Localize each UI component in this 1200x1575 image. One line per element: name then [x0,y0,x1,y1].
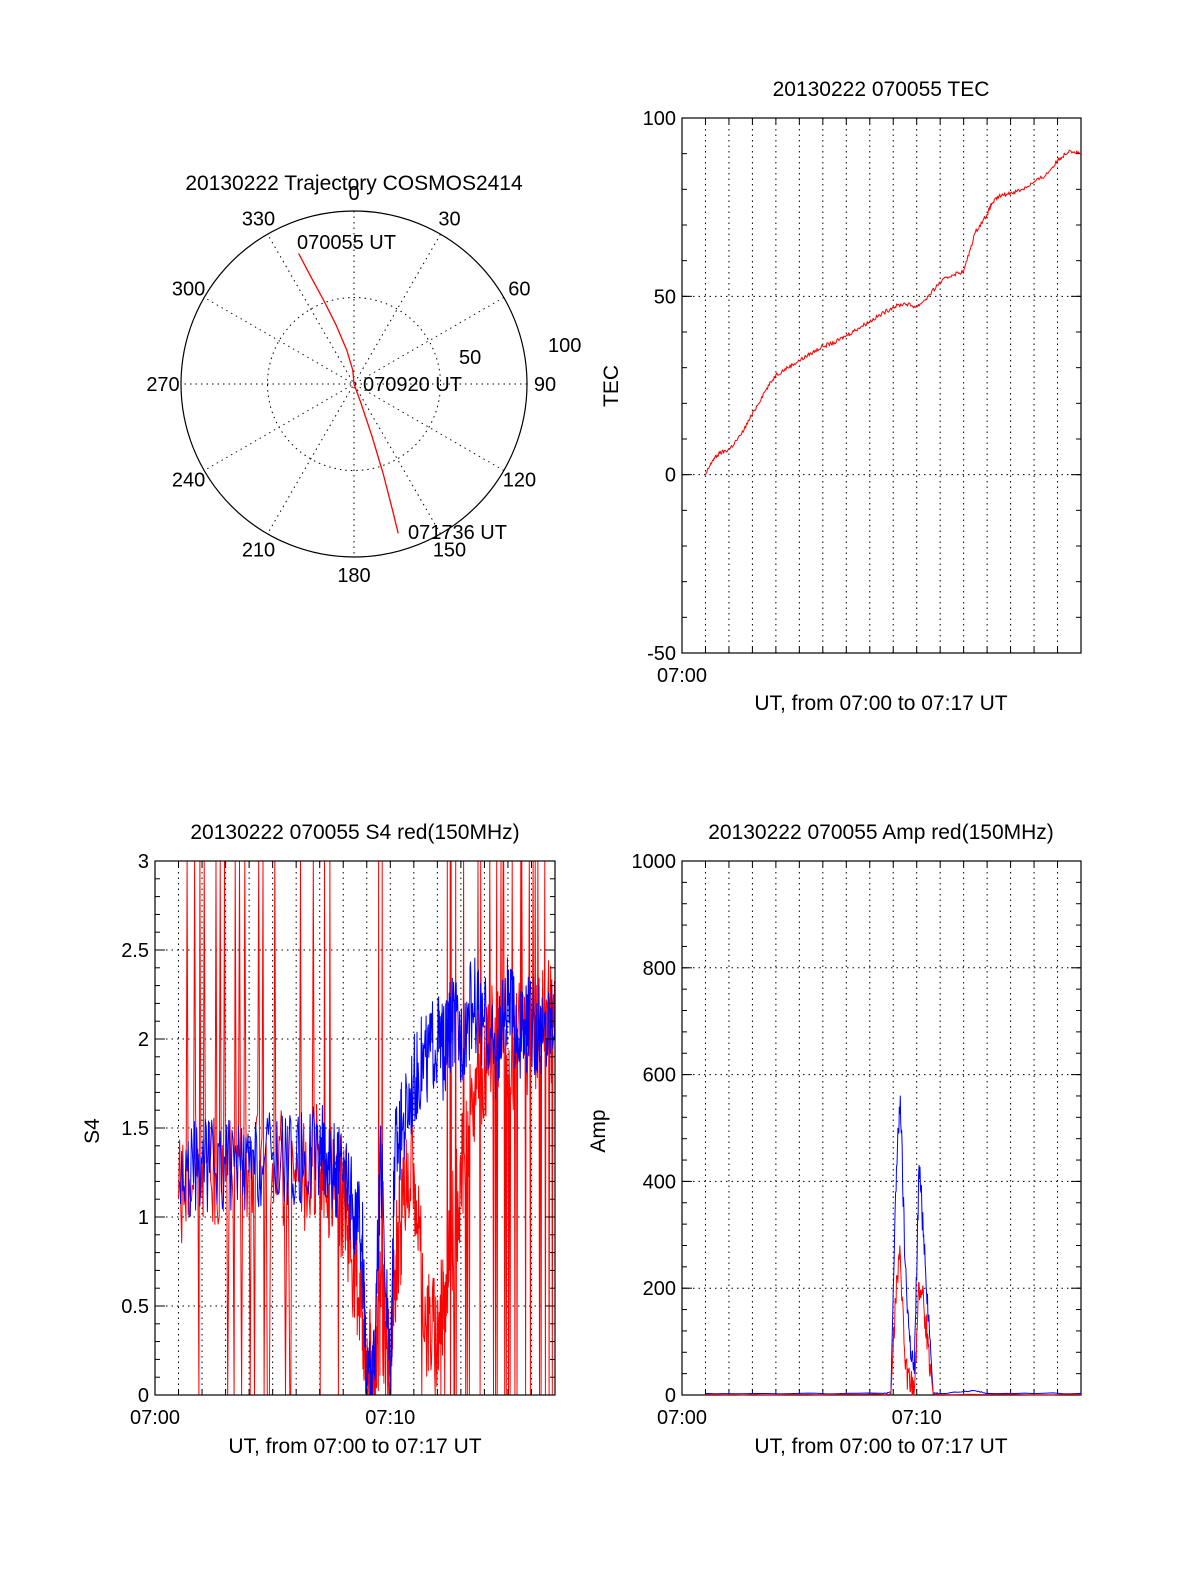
s4-ytick-label: 1.5 [121,1118,149,1140]
amp-ylabel: Amp [587,1109,610,1152]
polar-angle-label: 150 [433,539,466,561]
tec-ticks: -50 0 50 100 07:00 [643,108,1081,687]
amp-ytick-label: 1000 [632,851,677,873]
s4-line-red [178,860,556,1396]
tec-ytick-label: 100 [643,108,676,130]
tec-ytick-label: 50 [654,286,676,308]
polar-angle-label: 30 [438,209,460,231]
amp-ytick-label: 600 [643,1065,676,1087]
trajectory-panel: 20130222 Trajectory COSMOS2414 0 30 60 90 12… [146,172,581,587]
tec-title: 20130222 070055 TEC [773,78,990,101]
tec-ytick-label: -50 [647,643,676,665]
amp-ytick-label: 0 [665,1385,676,1407]
s4-ytick-label: 1 [138,1207,149,1229]
amp-plot-frame [681,860,1082,1396]
polar-angle-label: 210 [242,539,275,561]
s4-ytick-label: 2 [138,1029,149,1051]
polar-angle-label: 60 [508,279,530,301]
tec-ytick-label: 0 [665,465,676,487]
s4-xlabel: UT, from 07:00 to 07:17 UT [228,1435,481,1458]
radius-label-100: 100 [548,335,581,357]
amp-xlabel: UT, from 07:00 to 07:17 UT [754,1435,1007,1458]
s4-series [178,860,556,1396]
polar-angle-label: 270 [146,374,179,396]
tec-series [705,149,1081,475]
polar-angle-label: 240 [172,470,205,492]
s4-panel: 20130222 070055 S4 red(150MHz) 0 0.5 1 1.5 2… [81,821,556,1458]
s4-ytick-label: 2.5 [121,940,149,962]
amp-ytick-label: 800 [643,958,676,980]
start-time-label: 070055 UT [297,232,396,254]
amp-xtick-label: 07:10 [892,1407,942,1429]
mid-time-label: 070920 UT [363,374,462,396]
amp-panel: 20130222 070055 Amp red(150MHz) 0 200 400 6… [587,821,1082,1458]
amp-xtick-label: 07:00 [657,1407,707,1429]
s4-xtick-label: 07:10 [365,1407,415,1429]
amp-line-red [705,1245,1082,1396]
polar-angle-labels: 0 30 60 90 120 150 180 210 240 270 300 330 [146,183,556,587]
end-time-label: 071736 UT [408,522,507,544]
amp-ytick-label: 400 [643,1171,676,1193]
polar-angle-label: 180 [337,565,370,587]
tec-plot-frame [681,117,1082,654]
tec-line-red [705,149,1081,475]
amp-title: 20130222 070055 Amp red(150MHz) [708,821,1054,844]
trajectory-title: 20130222 Trajectory COSMOS2414 [185,172,523,195]
radius-label-50: 50 [459,347,481,369]
amp-grid [682,861,1081,1395]
polar-angle-label: 300 [172,279,205,301]
amp-series [705,1095,1082,1396]
s4-title: 20130222 070055 S4 red(150MHz) [190,821,519,844]
s4-ytick-label: 0.5 [121,1296,149,1318]
s4-ylabel: S4 [81,1118,104,1144]
tec-grid [682,118,1081,653]
trajectory-track [298,253,399,534]
tec-ylabel: TEC [600,365,623,407]
s4-ytick-label: 3 [138,851,149,873]
polar-angle-label: 120 [503,470,536,492]
tec-xtick-label: 07:00 [657,665,707,687]
polar-angle-label: 0 [348,183,359,205]
s4-line-blue [178,957,556,1396]
s4-grid [155,861,555,1395]
amp-ticks: 0 200 400 600 800 1000 07:00 07:10 [632,851,1081,1429]
tec-panel: 20130222 070055 TEC -50 0 50 100 07:00 TEC U… [600,78,1082,715]
polar-angle-label: 330 [242,209,275,231]
amp-ytick-label: 200 [643,1278,676,1300]
s4-ticks: 0 0.5 1 1.5 2 2.5 3 07:00 07:10 [121,851,555,1429]
polar-mid-circle [267,297,441,471]
s4-xtick-label: 07:00 [130,1407,180,1429]
s4-ytick-label: 0 [138,1385,149,1407]
amp-line-blue [705,1095,1082,1395]
tec-xlabel: UT, from 07:00 to 07:17 UT [754,692,1007,715]
polar-angle-label: 90 [534,374,556,396]
